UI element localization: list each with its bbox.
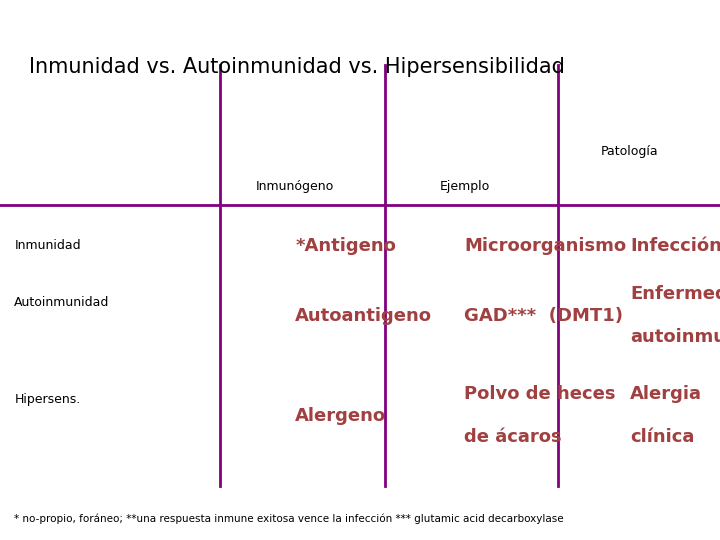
Text: Alergia: Alergia [630, 385, 702, 403]
Text: Patología: Patología [601, 145, 659, 158]
Text: Polvo de heces: Polvo de heces [464, 385, 616, 403]
Text: * no-propio, foráneo; **una respuesta inmune exitosa vence la infección *** glut: * no-propio, foráneo; **una respuesta in… [14, 514, 564, 524]
Text: clínica: clínica [630, 428, 694, 447]
Text: Ejemplo: Ejemplo [439, 180, 490, 193]
Text: Inmunógeno: Inmunógeno [256, 180, 334, 193]
Text: Inmunidad: Inmunidad [14, 239, 81, 252]
Text: Infección**: Infección** [630, 237, 720, 255]
Text: *Antigeno: *Antigeno [295, 237, 396, 255]
Text: Hipersens.: Hipersens. [14, 393, 81, 406]
Text: de ácaros: de ácaros [464, 428, 562, 447]
Text: Autoinmunidad: Autoinmunidad [14, 296, 109, 309]
Text: Autoantigeno: Autoantigeno [295, 307, 432, 325]
Text: GAD***  (DMT1): GAD*** (DMT1) [464, 307, 624, 325]
Text: Enfermedad: Enfermedad [630, 285, 720, 303]
Text: Microorganismo: Microorganismo [464, 237, 626, 255]
Text: autoinmune: autoinmune [630, 328, 720, 347]
Text: Inmunidad vs. Autoinmunidad vs. Hipersensibilidad: Inmunidad vs. Autoinmunidad vs. Hipersen… [29, 57, 564, 77]
Text: Alergeno: Alergeno [295, 407, 387, 425]
